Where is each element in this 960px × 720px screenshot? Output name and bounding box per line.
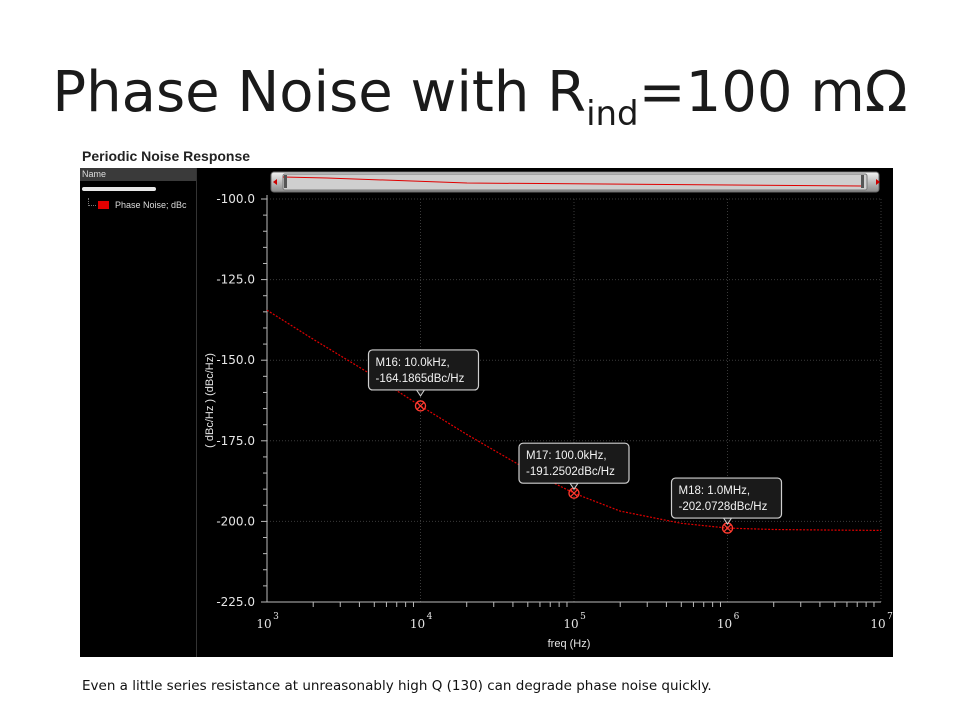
- plot-window: Name Phase Noise; dBc -100.0 -125.0 -150.0…: [80, 168, 893, 657]
- marker-cross: [416, 402, 425, 410]
- x-axis-label: freq (Hz): [548, 638, 591, 650]
- x-tick-exponent: 4: [427, 612, 433, 622]
- x-tick-label: 10: [256, 617, 271, 631]
- title-subscript: ind: [586, 94, 639, 134]
- panel-title: Periodic Noise Response: [82, 148, 251, 164]
- slide-caption: Even a little series resistance at unrea…: [82, 678, 712, 694]
- marker-label-line2: -164.1865dBc/Hz: [376, 373, 465, 385]
- legend-scrollbar[interactable]: [82, 187, 156, 191]
- x-tick-label: 10: [870, 617, 885, 631]
- marker-cross: [570, 489, 578, 498]
- legend-entry-label: Phase Noise; dBc: [115, 200, 187, 210]
- x-tick-label: 10: [563, 617, 578, 631]
- marker-label-line2: -202.0728dBc/Hz: [679, 501, 768, 513]
- x-tick-exponent: 3: [273, 612, 279, 622]
- y-tick-label: -125.0: [216, 273, 255, 287]
- x-tick-exponent: 7: [887, 612, 893, 622]
- y-tick-label: -225.0: [216, 595, 255, 609]
- y-tick-label: -150.0: [216, 353, 255, 367]
- y-tick-label: -175.0: [216, 434, 255, 448]
- scroll-right-arrow-icon: [876, 179, 880, 185]
- title-main: Phase Noise with R: [52, 60, 587, 125]
- zoom-scrollbar[interactable]: [270, 171, 880, 193]
- marker-label-line1: M17: 100.0kHz,: [526, 450, 607, 462]
- plot-area[interactable]: -100.0-125.0-150.0-175.0-200.0-225.010 3 1…: [80, 168, 893, 657]
- legend-panel: Name Phase Noise; dBc: [80, 168, 197, 657]
- slide-title: Phase Noise with Rind=100 mΩ: [0, 58, 960, 131]
- scroll-left-arrow-icon: [273, 179, 277, 185]
- marker-label-line1: M18: 1.0MHz,: [679, 485, 751, 497]
- marker-label-line2: -191.2502dBc/Hz: [526, 466, 615, 478]
- x-tick-label: 10: [410, 617, 425, 631]
- zoom-scrollbar-thumb: [282, 173, 868, 191]
- legend-swatch: [98, 201, 109, 209]
- zoom-handle-right: [861, 175, 864, 188]
- y-axis-label: ( dBc/Hz ) (dBc/Hz): [204, 353, 216, 448]
- marker-callout: [367, 349, 480, 391]
- overview-trace: [282, 176, 862, 187]
- title-tail: =100 mΩ: [638, 60, 908, 125]
- marker-callout: [670, 477, 783, 519]
- marker-point: [414, 400, 427, 412]
- x-tick-exponent: 6: [734, 612, 740, 622]
- tree-branch-icon: [88, 198, 96, 206]
- marker-label-line1: M16: 10.0kHz,: [376, 357, 450, 369]
- x-tick-exponent: 5: [580, 612, 586, 622]
- legend-entry[interactable]: Phase Noise; dBc: [88, 200, 187, 210]
- zoom-handle-left: [284, 175, 287, 188]
- y-tick-label: -100.0: [216, 192, 255, 206]
- marker-callout-pointer: [415, 389, 426, 397]
- marker-cross: [723, 524, 732, 533]
- marker-callout: [518, 442, 630, 484]
- y-tick-label: -200.0: [216, 514, 255, 528]
- x-tick-label: 10: [717, 617, 732, 631]
- legend-header[interactable]: Name: [80, 168, 196, 181]
